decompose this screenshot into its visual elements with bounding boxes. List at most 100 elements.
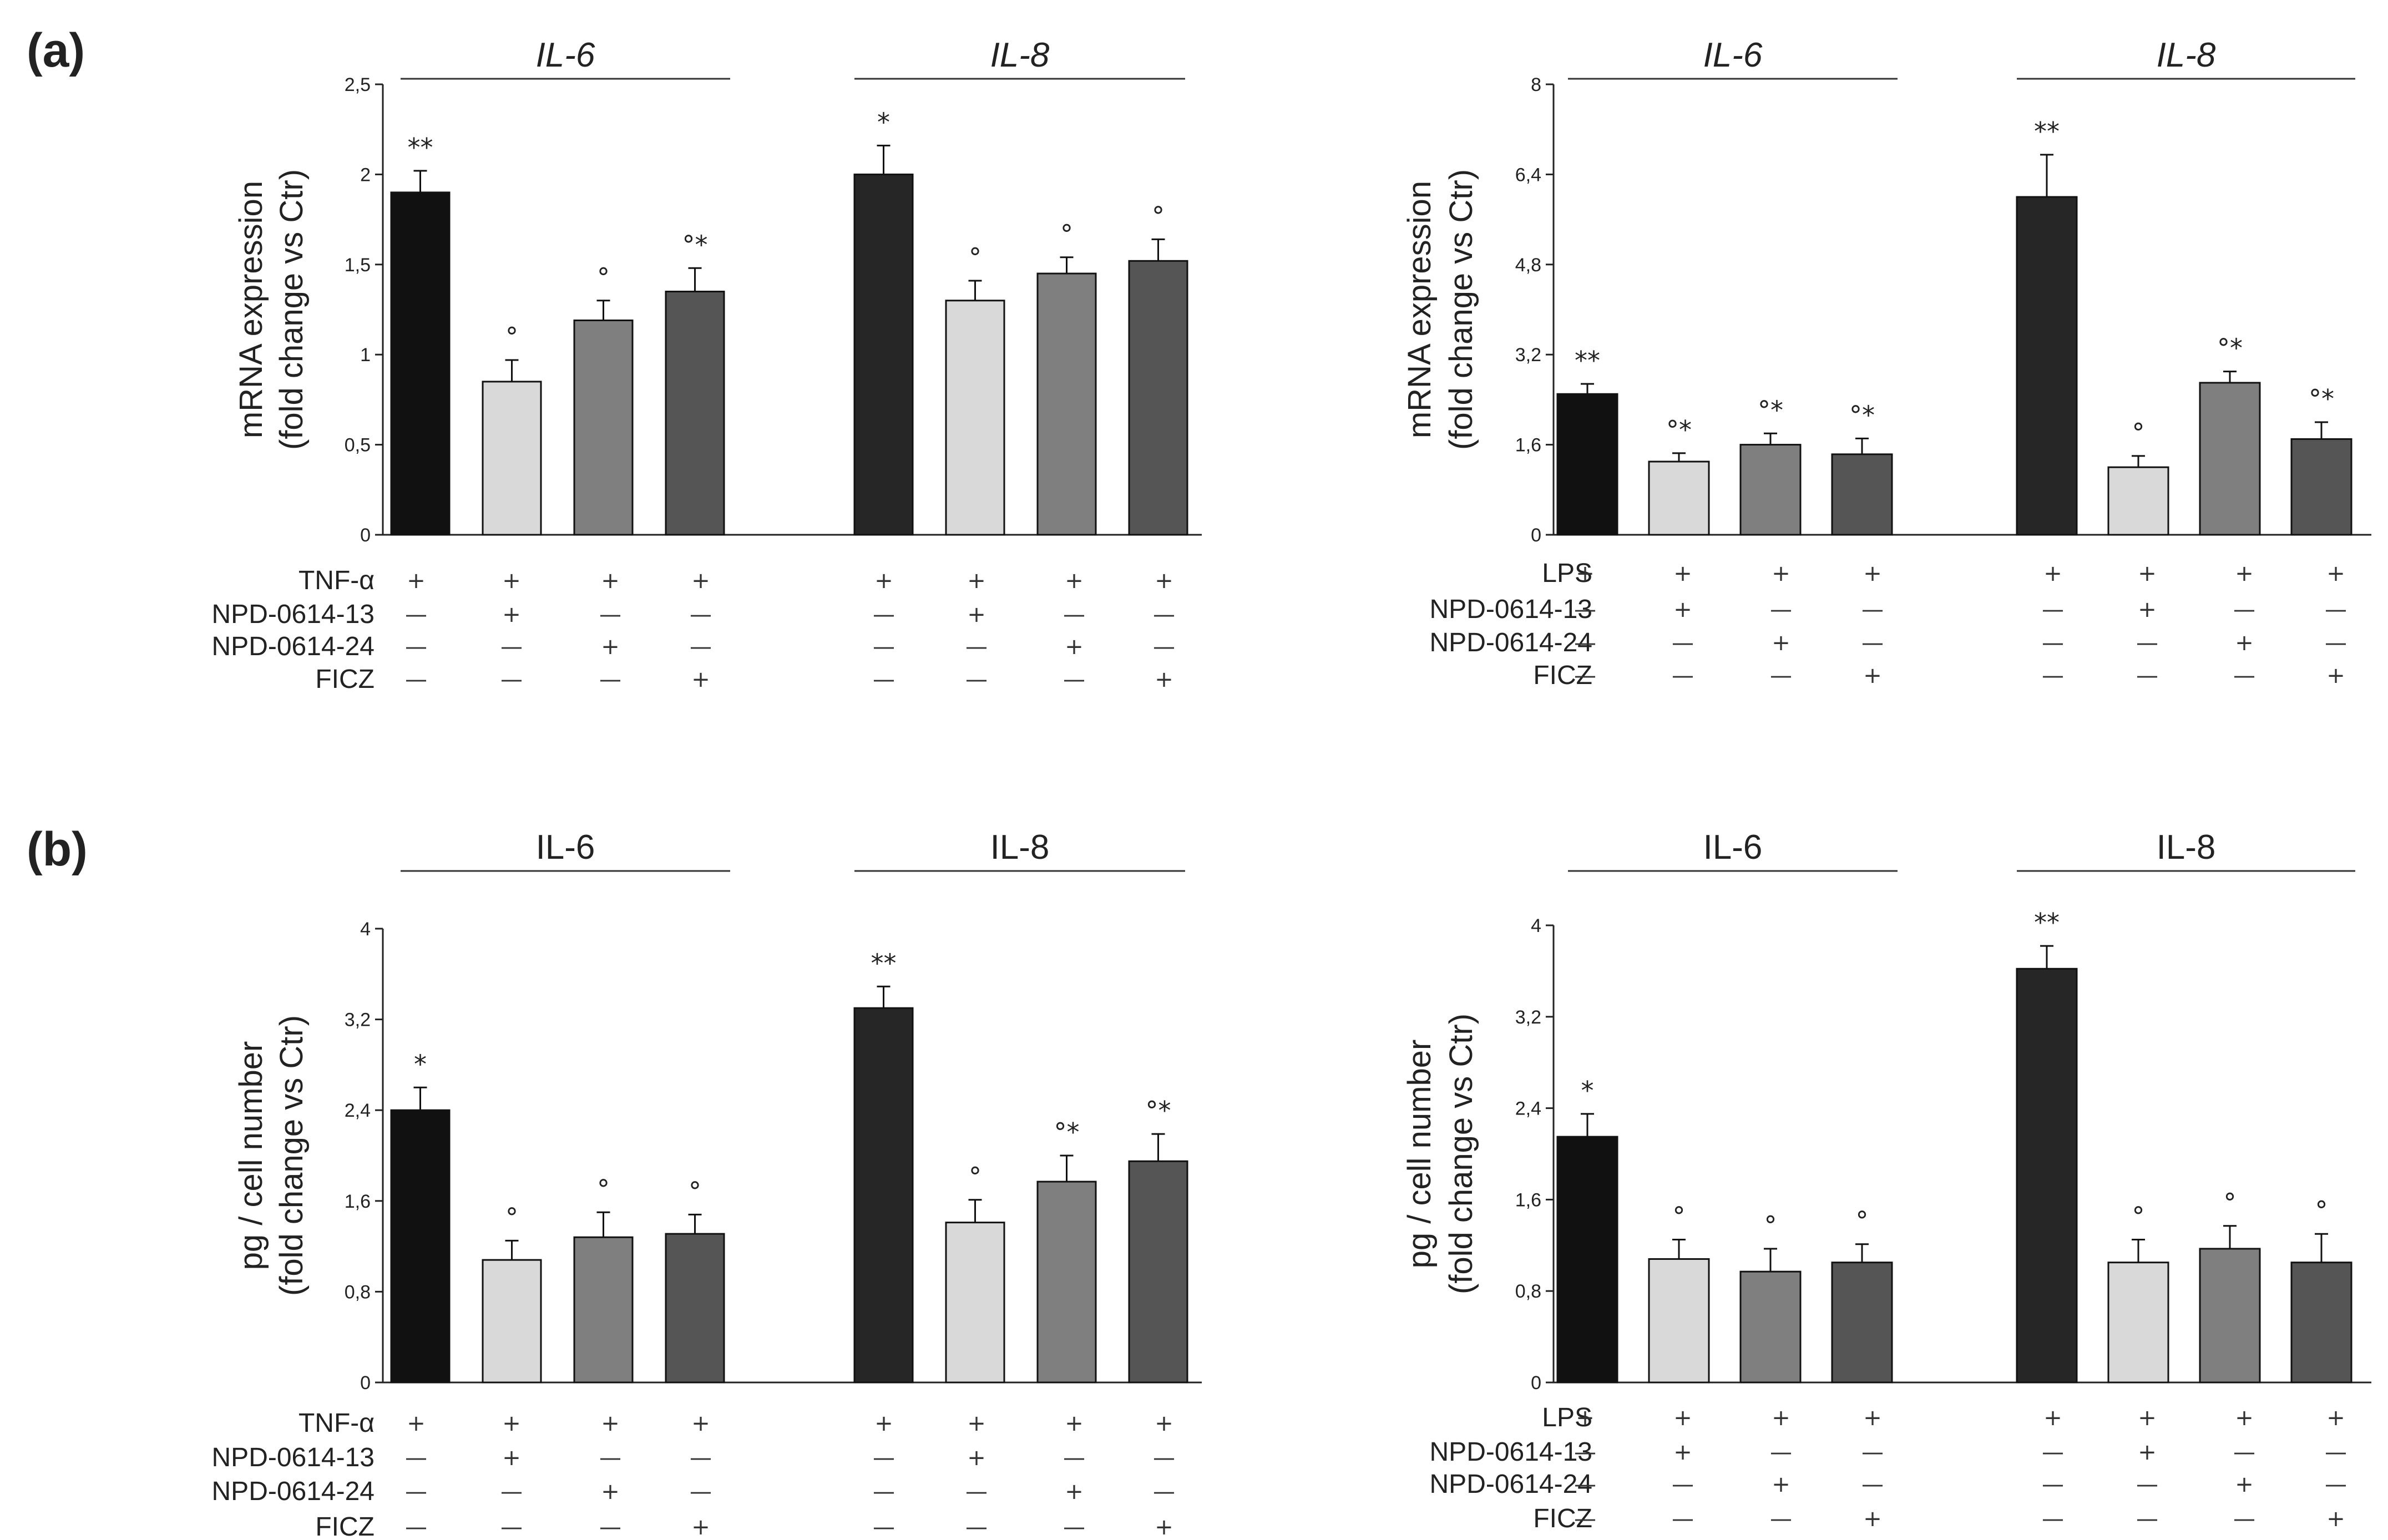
bar — [2107, 1262, 2169, 1384]
treatment-sign: + — [2235, 561, 2254, 586]
bar — [853, 173, 914, 536]
significance-mark: ° — [1060, 219, 1073, 249]
treatment-sign: + — [1065, 1411, 1084, 1436]
treatment-sign: + — [691, 568, 710, 594]
treatment-label: NPD-0614-24 — [1430, 628, 1592, 657]
treatment-sign: — — [2233, 663, 2255, 688]
significance-mark: °* — [1146, 1096, 1171, 1126]
treatment-sign: — — [599, 667, 621, 692]
treatment-sign: — — [500, 1479, 523, 1504]
chart-3: (b) 0 0,8 1,6 2,4 3,2 4 pg / cell number (fold c… — [27, 823, 1202, 1540]
treatment-sign: — — [1063, 602, 1085, 627]
treatment-sign: + — [1065, 1479, 1084, 1504]
significance-mark: ** — [2034, 116, 2060, 146]
treatment-sign: — — [965, 634, 988, 660]
treatment-sign: — — [405, 602, 427, 627]
treatment-sign: — — [873, 1514, 895, 1540]
treatment-sign: + — [2043, 561, 2062, 586]
significance-mark: ° — [505, 1202, 518, 1232]
treatment-sign: — — [873, 1479, 895, 1504]
gene-label-il-8: IL-8 — [990, 36, 1050, 74]
y-tick-label: 1 — [360, 345, 371, 366]
treatment-sign: — — [2042, 1440, 2064, 1465]
bar — [390, 1109, 451, 1384]
treatment-sign: — — [405, 1514, 427, 1540]
treatment-label: NPD-0614-13 — [212, 600, 375, 629]
treatment-sign: + — [2235, 630, 2254, 656]
significance-mark: ° — [597, 1174, 610, 1204]
treatment-sign: — — [599, 1445, 621, 1471]
treatment-label: NPD-0614-24 — [212, 1477, 375, 1506]
treatment-sign: + — [2326, 1506, 2345, 1532]
treatment-sign: — — [1861, 1472, 1884, 1497]
treatment-sign: — — [965, 1514, 988, 1540]
y-axis-title-line2: (fold change vs Ctr) — [274, 1015, 310, 1296]
y-axis-title-line1: pg / cell number — [233, 1041, 269, 1270]
y-tick-label: 1,6 — [1515, 1189, 1541, 1210]
treatment-sign: + — [2138, 561, 2157, 586]
significance-mark: °* — [2217, 333, 2243, 363]
treatment-sign: — — [2042, 630, 2064, 656]
treatment-sign: — — [2325, 597, 2347, 622]
treatment-sign: + — [1576, 561, 1595, 586]
bar — [665, 291, 725, 536]
significance-mark: * — [414, 1049, 427, 1079]
bar — [1831, 453, 1893, 536]
significance-mark: ** — [871, 948, 897, 978]
treatment-sign: — — [690, 634, 712, 660]
treatment-sign: + — [2235, 1405, 2254, 1431]
treatment-sign: + — [691, 667, 710, 692]
treatment-label: NPD-0614-13 — [212, 1443, 375, 1472]
significance-mark: ° — [1764, 1210, 1777, 1240]
treatment-sign: — — [405, 667, 427, 692]
treatment-sign: + — [874, 1411, 893, 1436]
y-tick-label: 0,5 — [345, 435, 371, 456]
treatment-sign: — — [2136, 1472, 2158, 1497]
treatment-sign: — — [873, 1445, 895, 1471]
treatment-sign: — — [500, 667, 523, 692]
y-tick-label: 3,2 — [1515, 1007, 1541, 1028]
significance-mark: ° — [2315, 1195, 2328, 1225]
y-axis-title-line2: (fold change vs Ctr) — [274, 169, 310, 450]
significance-mark: ° — [969, 1162, 981, 1192]
treatment-sign: — — [690, 1479, 712, 1504]
treatment-sign: + — [2326, 561, 2345, 586]
treatment-sign: — — [2233, 597, 2255, 622]
significance-mark: ° — [2224, 1188, 2237, 1218]
treatment-sign: — — [2325, 630, 2347, 656]
y-tick-label: 2,4 — [1515, 1098, 1541, 1119]
treatment-sign: + — [1863, 1506, 1882, 1532]
significance-mark: * — [1581, 1076, 1594, 1106]
treatment-label: FICZ — [1533, 1504, 1592, 1533]
treatment-sign: — — [2233, 1440, 2255, 1465]
y-tick-label: 1,6 — [1515, 435, 1541, 456]
chart-2: 0 1,6 3,2 4,8 6,4 8 mRNA expression (fold chang… — [1402, 36, 2371, 690]
treatment-sign: — — [690, 1445, 712, 1471]
y-axis-title-line2: (fold change vs Ctr) — [1443, 1014, 1479, 1294]
treatment-sign: + — [1863, 663, 1882, 688]
treatment-sign: — — [2136, 630, 2158, 656]
bar — [1739, 1270, 1802, 1384]
treatment-label: LPS — [1542, 1403, 1592, 1432]
bar — [390, 191, 451, 536]
treatment-sign: + — [874, 568, 893, 594]
treatment-label: FICZ — [315, 665, 375, 694]
treatment-sign: + — [502, 568, 521, 594]
treatment-sign: + — [601, 1411, 620, 1436]
bar — [573, 1236, 634, 1384]
bar — [1036, 1181, 1097, 1384]
treatment-sign: — — [1153, 1479, 1175, 1504]
significance-mark: ** — [408, 133, 433, 163]
bar — [945, 300, 1005, 536]
treatment-sign: + — [502, 1445, 521, 1471]
significance-mark: °* — [1758, 395, 1783, 425]
bar — [1036, 272, 1097, 536]
bar — [2107, 466, 2169, 536]
treatment-sign: + — [2138, 1440, 2157, 1465]
y-tick-label: 2 — [360, 164, 371, 185]
treatment-sign: — — [500, 634, 523, 660]
bar — [2016, 196, 2078, 536]
chart-4: 0 0,8 1,6 2,4 3,2 4 pg / cell number (fold chan… — [1402, 828, 2371, 1533]
treatment-sign: — — [2325, 1440, 2347, 1465]
